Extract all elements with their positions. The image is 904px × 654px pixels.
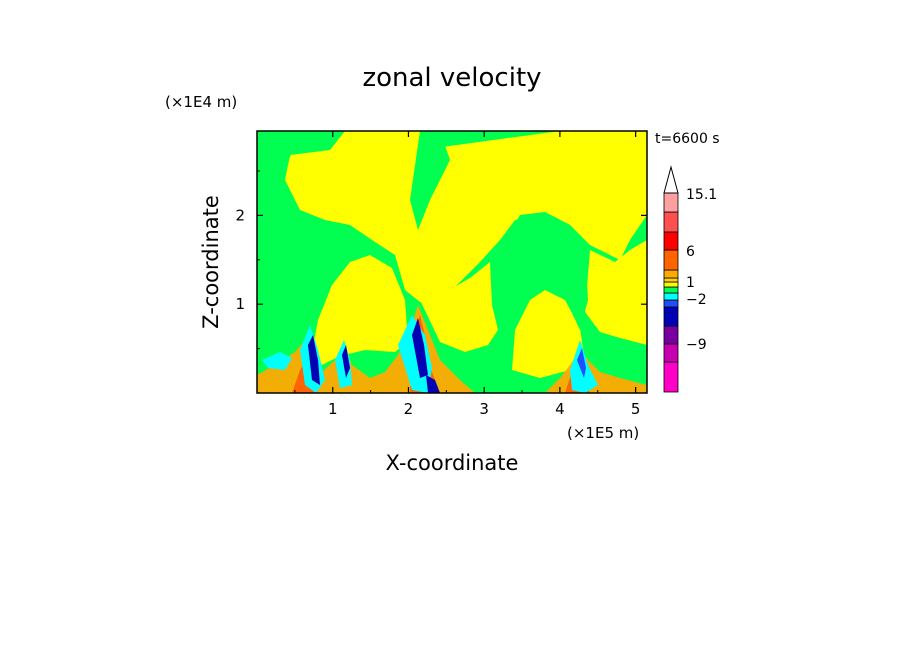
x-tick-label: 2: [404, 400, 414, 418]
region-blue-main: [412, 318, 428, 378]
colorbar-extension: [663, 165, 679, 194]
colorbar-segment: [663, 277, 679, 283]
colorbar-segment: [663, 281, 679, 288]
colorbar-segment: [663, 343, 679, 363]
y-axis-label: Z-coordinate: [199, 195, 223, 329]
region-left-dome: [310, 255, 408, 365]
region-cyan-far-left: [262, 352, 292, 370]
colorbar-label: 1: [686, 275, 695, 291]
region-blue-right: [577, 348, 586, 378]
colorbar-label: −9: [686, 337, 707, 353]
region-right-dome: [512, 290, 585, 378]
x-axis-label: X-coordinate: [386, 451, 519, 475]
colorbar-segment: [663, 192, 679, 213]
y-unit-label: (×1E4 m): [165, 93, 237, 111]
x-tick-label: 4: [555, 400, 565, 418]
colorbar-segment: [663, 211, 679, 233]
colorbar-segment: [663, 231, 679, 251]
region-blue-left: [308, 335, 320, 385]
colorbar-label: −2: [686, 292, 707, 308]
chart-title: zonal velocity: [362, 63, 541, 93]
x-tick-label: 1: [328, 400, 338, 418]
colorbar-label: 6: [686, 244, 695, 260]
colorbar-segment: [663, 292, 679, 301]
colorbar: [663, 165, 679, 393]
y-tick-label: 1: [235, 295, 245, 313]
colorbar-segment: [663, 361, 679, 393]
y-tick-label: 2: [235, 206, 245, 224]
colorbar-segment: [663, 249, 679, 271]
colorbar-segment: [663, 286, 679, 294]
time-label: t=6600 s: [655, 131, 720, 147]
region-upper-yellow: [285, 131, 647, 302]
colorbar-segment: [663, 299, 679, 308]
colorbar-segment: [663, 325, 679, 345]
region-green-right-column: [505, 212, 588, 330]
region-blue-main-low: [426, 375, 440, 393]
region-mid-yellow: [420, 262, 498, 352]
region-green-left-tongue: [257, 131, 300, 215]
plot-frame: [256, 130, 648, 394]
colorbar-labels: 15.1 6 1−2 −9: [686, 187, 717, 353]
x-unit-label: (×1E5 m): [567, 424, 639, 442]
y-axis-ticks: 12: [235, 170, 647, 350]
region-blue-mid-left: [342, 345, 350, 378]
colorbar-segment: [663, 306, 679, 327]
region-green-mid-upper: [410, 131, 450, 230]
colorbar-segment: [663, 269, 679, 279]
region-cyan-mid-left: [335, 340, 352, 388]
x-tick-label: 3: [479, 400, 489, 418]
colorbar-label: 15.1: [686, 187, 717, 203]
region-right-yellow: [585, 240, 647, 345]
heatmap-field: [257, 131, 647, 393]
x-tick-label: 5: [631, 400, 641, 418]
region-top-right-yellow: [560, 131, 600, 200]
x-axis-ticks: 1 2 3 4 5: [294, 131, 641, 418]
